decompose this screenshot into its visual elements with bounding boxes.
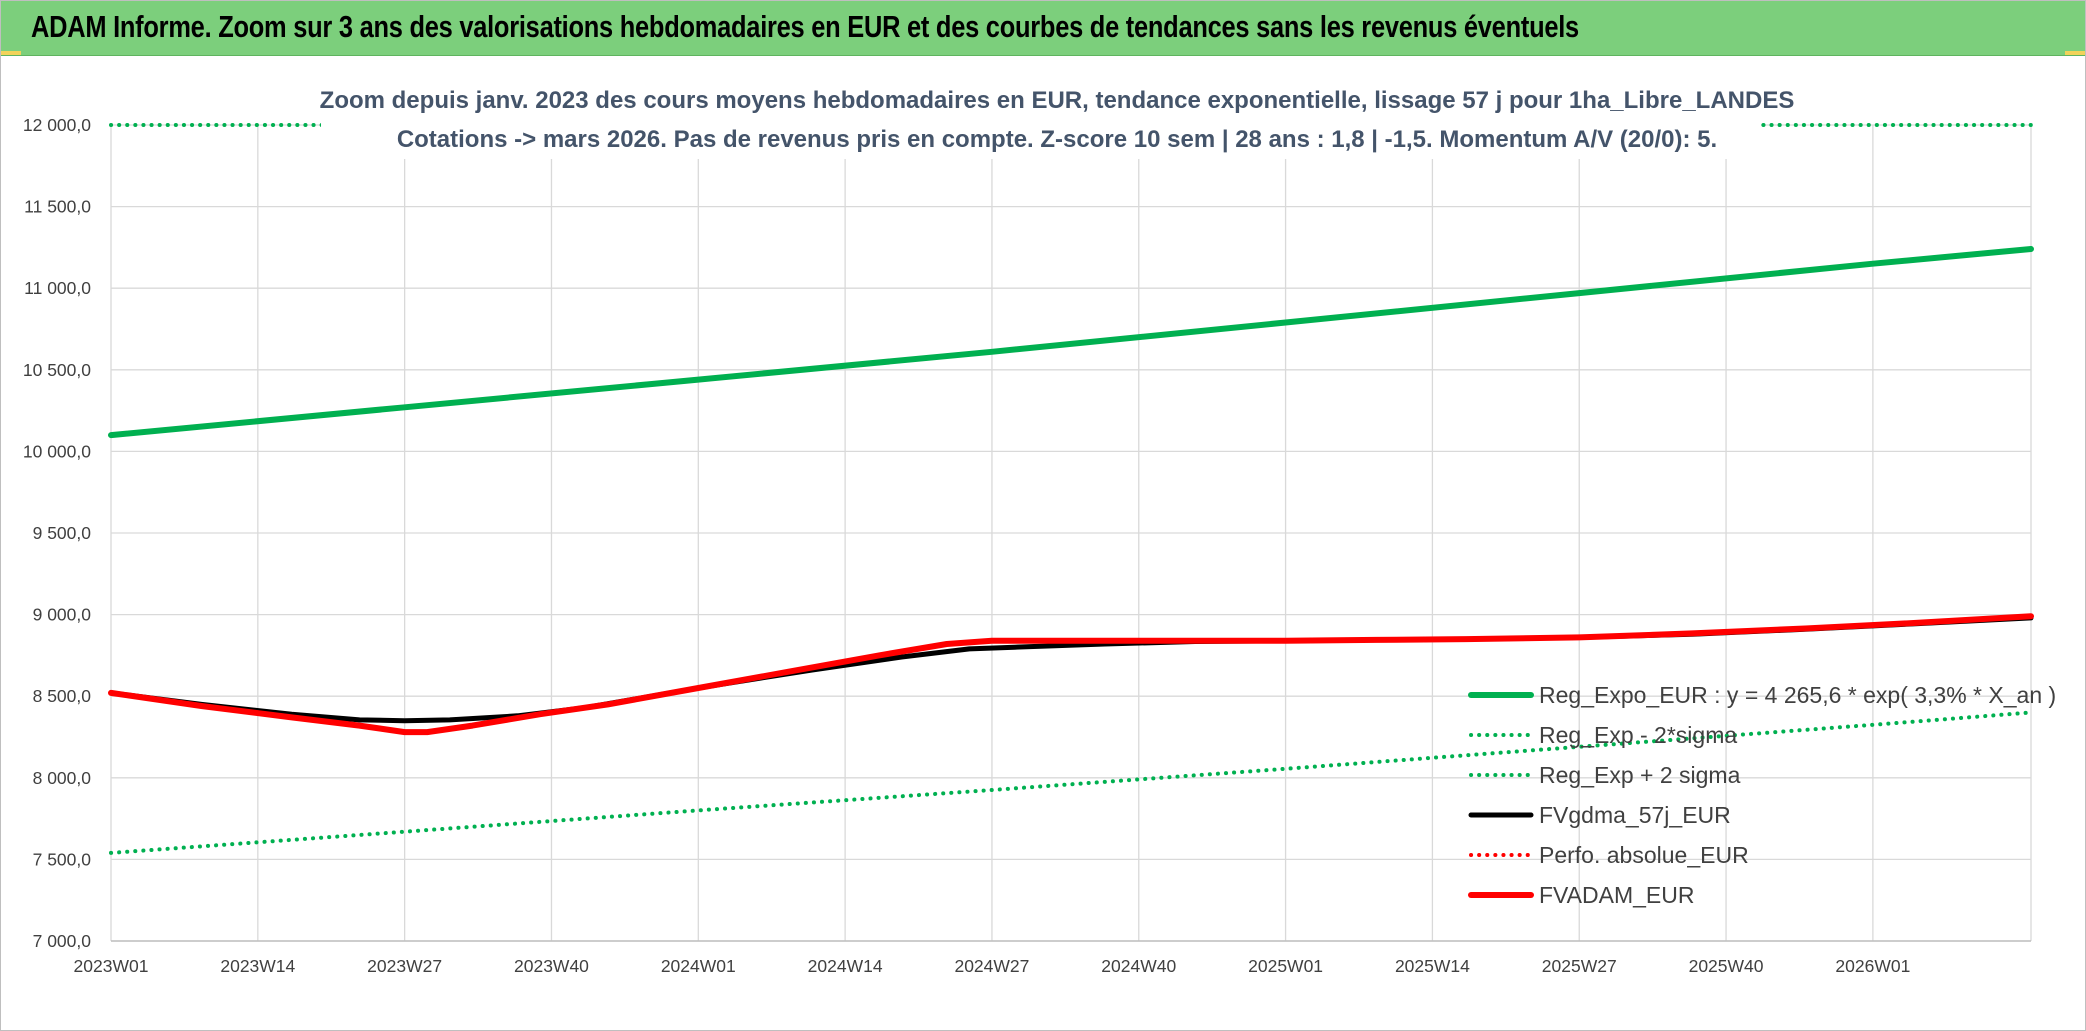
header-corner-accent-right: [2065, 51, 2085, 55]
y-tick-label: 7 000,0: [33, 931, 92, 951]
x-tick-label: 2025W27: [1542, 956, 1617, 976]
series-line-0: [108, 246, 2034, 439]
header-corner-accent-left: [1, 51, 21, 55]
x-tick-label: 2023W40: [514, 956, 589, 976]
legend-label: Perfo. absolue_EUR: [1539, 842, 1749, 868]
chart-title-block: Zoom depuis janv. 2023 des cours moyens …: [320, 77, 1795, 159]
x-tick-label: 2024W14: [808, 956, 883, 976]
legend-label: Reg_Expo_EUR : y = 4 265,6 * exp( 3,3% *…: [1539, 682, 2056, 708]
y-tick-label: 11 000,0: [24, 278, 91, 298]
y-tick-label: 9 000,0: [33, 605, 92, 625]
series-line-1: [109, 710, 2033, 855]
y-tick-label: 8 000,0: [33, 768, 92, 788]
legend-label: Reg_Exp + 2 sigma: [1539, 762, 1741, 788]
legend-label: FVADAM_EUR: [1539, 882, 1695, 908]
chart-legend: Reg_Expo_EUR : y = 4 265,6 * exp( 3,3% *…: [1468, 682, 2056, 908]
x-tick-label: 2025W40: [1689, 956, 1764, 976]
y-tick-label: 12 000,0: [23, 115, 91, 135]
y-tick-label: 8 500,0: [33, 686, 92, 706]
report-title: ADAM Informe. Zoom sur 3 ans des valoris…: [31, 9, 1579, 44]
y-tick-label: 10 000,0: [23, 441, 91, 461]
y-tick-label: 11 500,0: [24, 197, 91, 217]
chart-grid: [110, 124, 2032, 942]
x-tick-label: 2024W27: [954, 956, 1029, 976]
x-tick-label: 2024W40: [1101, 956, 1176, 976]
legend-label: Reg_Exp - 2*sigma: [1539, 722, 1737, 748]
series-line-5: [108, 613, 2034, 736]
chart-axes: 7 000,0 7 500,0 8 000,0 8 500,0 9 000,0 9 500…: [23, 115, 2031, 976]
x-tick-label: 2025W01: [1248, 956, 1323, 976]
x-tick-label: 2023W01: [74, 956, 149, 976]
x-tick-label: 2023W27: [367, 956, 442, 976]
x-tick-label: 2024W01: [661, 956, 736, 976]
x-tick-label: 2023W14: [220, 956, 295, 976]
y-tick-label: 10 500,0: [23, 360, 91, 380]
chart-title-line-2: Cotations -> mars 2026. Pas de revenus p…: [397, 126, 1717, 153]
x-tick-label: 2026W01: [1835, 956, 1910, 976]
report-header: ADAM Informe. Zoom sur 3 ans des valoris…: [1, 1, 2085, 56]
chart-title-line-1: Zoom depuis janv. 2023 des cours moyens …: [320, 87, 1795, 114]
y-tick-label: 7 500,0: [33, 849, 92, 869]
x-tick-label: 2025W14: [1395, 956, 1470, 976]
y-tick-label: 9 500,0: [33, 523, 92, 543]
legend-label: FVgdma_57j_EUR: [1539, 802, 1731, 828]
chart-series: [108, 123, 2034, 855]
line-chart: 7 000,0 7 500,0 8 000,0 8 500,0 9 000,0 9 500…: [23, 77, 2056, 976]
